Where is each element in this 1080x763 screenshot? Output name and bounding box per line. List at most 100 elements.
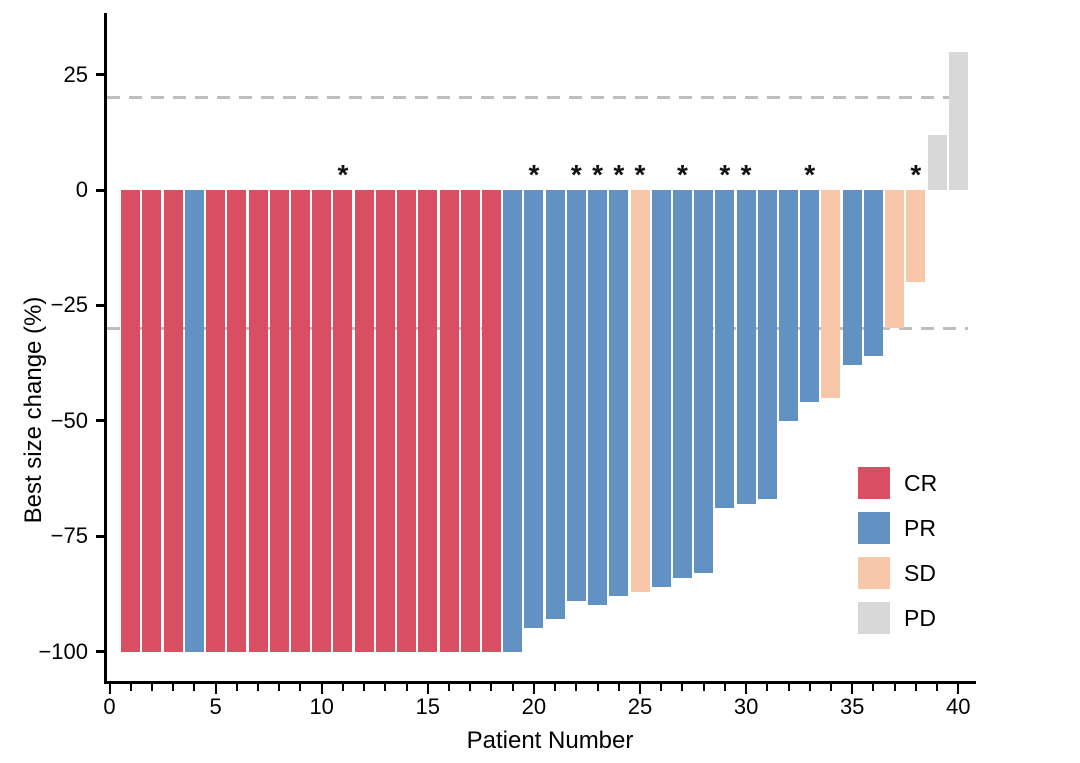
bar-patient-21 (545, 190, 565, 620)
x-minor-tick-39 (936, 684, 939, 691)
y-tick--50 (96, 419, 104, 423)
x-minor-tick-2 (150, 684, 153, 691)
bar-patient-40 (948, 51, 968, 190)
x-minor-tick-17 (469, 684, 472, 691)
x-major-tick-30 (745, 684, 748, 694)
x-minor-tick-4 (193, 684, 196, 691)
x-major-tick-40 (957, 684, 960, 694)
x-axis-title: Patient Number (466, 727, 634, 754)
x-minor-tick-14 (405, 684, 408, 691)
bar-patient-6 (227, 190, 247, 652)
x-minor-tick-34 (829, 684, 832, 691)
asterisk-annotation-patient-20: * (528, 159, 540, 190)
x-minor-tick-31 (766, 684, 769, 691)
bar-patient-7 (248, 190, 268, 652)
x-major-tick-25 (639, 684, 641, 694)
x-minor-tick-13 (384, 684, 387, 691)
bar-patient-23 (588, 190, 608, 606)
bar-patient-16 (439, 190, 459, 652)
bar-patient-31 (757, 190, 777, 500)
bar-patient-35 (842, 190, 862, 366)
x-minor-tick-3 (172, 684, 175, 691)
x-minor-tick-1 (129, 684, 132, 691)
x-minor-tick-12 (363, 684, 366, 691)
bar-patient-37 (885, 190, 905, 329)
bar-patient-8 (269, 190, 289, 652)
x-minor-tick-19 (511, 684, 514, 691)
x-minor-tick-8 (278, 684, 281, 691)
y-tick--100 (96, 650, 104, 653)
x-tick-label-40: 40 (946, 694, 971, 719)
asterisk-annotation-patient-11: * (337, 159, 349, 190)
x-minor-tick-29 (723, 684, 726, 691)
x-minor-tick-38 (914, 684, 917, 691)
x-minor-tick-28 (702, 684, 705, 691)
bar-patient-11 (333, 190, 353, 652)
x-minor-tick-33 (808, 684, 811, 691)
legend-item-cr: CR (858, 467, 937, 499)
bar-patient-4 (184, 190, 204, 652)
x-major-tick-35 (851, 684, 854, 694)
bar-patient-27 (672, 190, 692, 578)
bar-patient-19 (503, 190, 523, 652)
bar-patient-3 (163, 190, 183, 652)
asterisk-annotation-patient-22: * (570, 159, 582, 190)
bar-patient-22 (566, 190, 586, 601)
bar-patient-17 (460, 190, 480, 652)
legend-label-pd: PD (904, 605, 936, 631)
x-tick-label-10: 10 (309, 694, 334, 719)
bar-patient-9 (290, 190, 310, 652)
x-tick-label-30: 30 (733, 694, 759, 719)
x-minor-tick-32 (787, 684, 790, 691)
y-tick-label-25: 25 (63, 61, 88, 87)
x-minor-tick-7 (257, 684, 260, 691)
bar-patient-38 (906, 190, 926, 283)
asterisk-annotation-patient-33: * (804, 159, 816, 190)
x-tick-label-15: 15 (415, 694, 441, 719)
x-minor-tick-18 (490, 684, 493, 691)
legend-swatch-sd (858, 557, 890, 589)
asterisk-annotation-patient-27: * (676, 159, 688, 190)
x-minor-tick-26 (660, 684, 663, 691)
bar-patient-26 (651, 190, 671, 587)
y-tick-label-0: 0 (75, 177, 88, 202)
y-tick-label--50: −50 (50, 407, 88, 433)
bar-patient-10 (312, 190, 332, 652)
bar-patient-24 (609, 190, 629, 597)
x-minor-tick-11 (341, 684, 344, 691)
legend-label-cr: CR (904, 470, 938, 496)
x-minor-tick-6 (235, 684, 238, 691)
asterisk-annotation-patient-23: * (592, 159, 603, 190)
bar-patient-30 (736, 190, 756, 504)
bar-patient-2 (142, 190, 162, 652)
threshold-line-20 (107, 96, 968, 100)
bar-patient-25 (630, 190, 650, 592)
x-minor-tick-24 (617, 684, 620, 691)
bar-patient-33 (800, 190, 820, 403)
legend-swatch-pd (858, 602, 890, 634)
x-minor-tick-16 (448, 684, 451, 691)
bar-patient-14 (397, 190, 417, 652)
bar-patient-32 (779, 190, 799, 421)
legend-label-pr: PR (904, 515, 936, 541)
x-major-tick-10 (320, 684, 323, 694)
legend-swatch-pr (858, 512, 890, 544)
legend-item-sd: SD (858, 557, 937, 589)
x-minor-tick-36 (872, 684, 875, 691)
x-major-tick-0 (108, 684, 111, 694)
bar-patient-12 (354, 190, 374, 652)
x-tick-label-35: 35 (839, 694, 865, 719)
bar-patient-39 (927, 134, 947, 190)
x-tick-label-25: 25 (627, 694, 653, 719)
bar-patient-34 (821, 190, 841, 398)
legend-label-sd: SD (904, 560, 936, 586)
legend-item-pd: PD (858, 602, 937, 634)
legend-swatch-cr (858, 467, 890, 499)
bar-patient-29 (715, 190, 735, 509)
x-tick-label-20: 20 (521, 694, 547, 719)
x-minor-tick-27 (681, 684, 684, 691)
x-tick-label-5: 5 (209, 694, 222, 719)
asterisk-annotation-patient-30: * (740, 159, 752, 190)
asterisk-annotation-patient-38: * (910, 159, 922, 190)
